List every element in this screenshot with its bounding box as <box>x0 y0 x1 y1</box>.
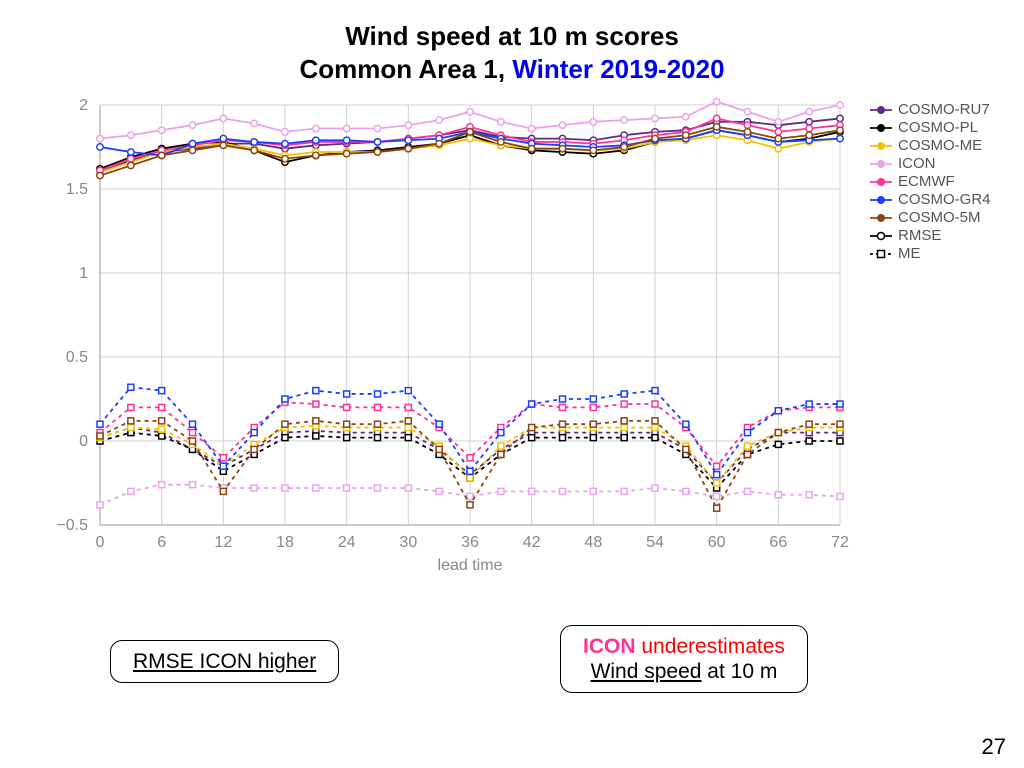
callout-rmse: RMSE ICON higher <box>110 640 339 683</box>
title-season: Winter 2019-2020 <box>512 54 724 84</box>
svg-text:1: 1 <box>79 265 88 282</box>
svg-text:66: 66 <box>769 534 787 551</box>
legend-item-me: ME <box>870 245 1020 262</box>
svg-text:30: 30 <box>399 534 417 551</box>
callout-icon-line2a: Wind speed <box>591 660 702 683</box>
legend-label: COSMO-GR4 <box>898 191 991 208</box>
legend-label: COSMO-5M <box>898 209 981 226</box>
svg-text:12: 12 <box>214 534 232 551</box>
circle-marker-icon <box>870 157 892 171</box>
square-marker-icon <box>870 229 892 243</box>
legend-label: COSMO-RU7 <box>898 101 990 118</box>
legend-label: ME <box>898 245 921 262</box>
title-line1: Wind speed at 10 m scores <box>345 21 679 51</box>
circle-marker-icon <box>870 139 892 153</box>
square-marker-icon <box>870 247 892 261</box>
callout-icon-rest: underestimates <box>636 635 785 658</box>
svg-text:1.5: 1.5 <box>66 181 88 198</box>
svg-text:36: 36 <box>461 534 479 551</box>
legend-label: COSMO-PL <box>898 119 978 136</box>
callout-icon-line2b: at 10 m <box>701 660 777 683</box>
svg-text:42: 42 <box>523 534 541 551</box>
legend-item-cosmo-me: COSMO-ME <box>870 137 1020 154</box>
svg-text:6: 6 <box>157 534 166 551</box>
legend-item-ecmwf: ECMWF <box>870 173 1020 190</box>
legend-item-icon: ICON <box>870 155 1020 172</box>
svg-text:0: 0 <box>96 534 105 551</box>
svg-text:lead time: lead time <box>438 557 503 574</box>
circle-marker-icon <box>870 175 892 189</box>
svg-text:18: 18 <box>276 534 294 551</box>
circle-marker-icon <box>870 121 892 135</box>
page-title: Wind speed at 10 m scores Common Area 1,… <box>0 20 1024 85</box>
circle-marker-icon <box>870 193 892 207</box>
svg-text:0.5: 0.5 <box>66 349 88 366</box>
legend-item-rmse: RMSE <box>870 227 1020 244</box>
legend-item-cosmo-gr4: COSMO-GR4 <box>870 191 1020 208</box>
page-number: 27 <box>982 734 1006 760</box>
legend-item-cosmo-5m: COSMO-5M <box>870 209 1020 226</box>
svg-text:24: 24 <box>338 534 356 551</box>
legend-item-cosmo-ru7: COSMO-RU7 <box>870 101 1020 118</box>
svg-text:0: 0 <box>79 433 88 450</box>
title-line2a: Common Area 1, <box>299 54 512 84</box>
svg-text:−0.5: −0.5 <box>56 517 88 534</box>
callout-icon: ICON underestimates Wind speed at 10 m <box>560 625 808 693</box>
svg-text:60: 60 <box>708 534 726 551</box>
circle-marker-icon <box>870 103 892 117</box>
chart-svg: 0 6 12 18 24 30 36 42 48 54 60 66 72 −0.5 0 0.5 1 1.5 2 lea… <box>30 95 860 585</box>
legend-label: COSMO-ME <box>898 137 982 154</box>
callout-rmse-text: RMSE ICON higher <box>133 650 316 673</box>
svg-text:54: 54 <box>646 534 664 551</box>
legend-label: ECMWF <box>898 173 955 190</box>
legend-label: ICON <box>898 155 936 172</box>
chart: 0 6 12 18 24 30 36 42 48 54 60 66 72 −0.5 0 0.5 1 1.5 2 lea… <box>30 95 860 585</box>
legend: COSMO-RU7COSMO-PLCOSMO-MEICONECMWFCOSMO-… <box>870 100 1020 263</box>
svg-text:72: 72 <box>831 534 849 551</box>
legend-label: RMSE <box>898 227 941 244</box>
legend-item-cosmo-pl: COSMO-PL <box>870 119 1020 136</box>
callout-icon-word: ICON <box>583 635 636 658</box>
circle-marker-icon <box>870 211 892 225</box>
svg-text:48: 48 <box>584 534 602 551</box>
svg-text:2: 2 <box>79 97 88 114</box>
